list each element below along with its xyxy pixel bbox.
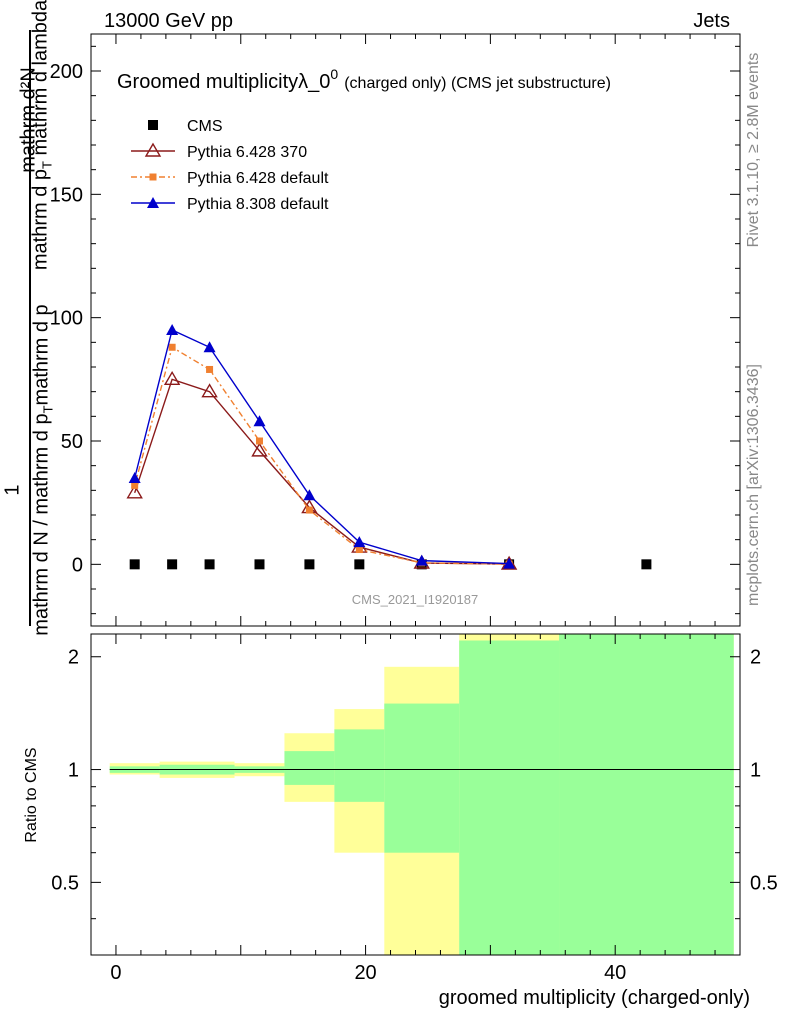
data-point <box>355 546 363 554</box>
data-point <box>163 370 181 386</box>
series-line <box>134 346 510 565</box>
x-tick-label: 0 <box>110 962 121 984</box>
data-point <box>354 559 365 570</box>
data-point <box>304 559 315 570</box>
y-tick-label: 200 <box>50 61 83 83</box>
main-plot-frame: 0 50 100 150 200 <box>50 33 741 627</box>
ratio-y-tick-label-right: 0.5 <box>750 872 778 894</box>
ratio-band-green-3 <box>284 751 335 785</box>
legend-marker <box>144 142 162 157</box>
category-label: Jets <box>693 10 730 32</box>
data-point <box>303 489 316 501</box>
ratio-y-tick-label-right: 1 <box>750 760 761 782</box>
data-point <box>204 559 215 570</box>
data-point <box>126 484 143 499</box>
data-point <box>131 481 139 489</box>
x-tick-label: 40 <box>604 962 626 984</box>
data-point <box>167 559 178 570</box>
data-point <box>128 472 141 483</box>
legend-label: Pythia 6.428 370 <box>187 144 307 161</box>
series-line <box>134 329 510 565</box>
data-point <box>166 324 179 335</box>
ratio-band-green-4 <box>334 729 385 802</box>
ratio-bands <box>109 634 734 955</box>
data-point <box>353 536 366 548</box>
legend-marker <box>149 173 157 181</box>
data-point <box>251 442 268 457</box>
series-2 <box>131 343 513 568</box>
data-point <box>129 559 140 570</box>
y-axis-label-fraction-bar <box>29 30 31 626</box>
data-point <box>206 365 214 373</box>
ratio-band-green-5 <box>384 703 460 853</box>
series-line <box>134 378 510 565</box>
legend-marker <box>148 120 158 130</box>
y-tick-label: 50 <box>61 431 83 453</box>
data-point <box>168 343 176 351</box>
data-point <box>641 559 652 570</box>
legend-label: Pythia 6.428 default <box>187 170 329 187</box>
legend-label: CMS <box>187 118 223 135</box>
data-point <box>415 554 428 566</box>
data-point <box>255 437 263 445</box>
ratio-y-tick-label: 0.5 <box>51 872 79 894</box>
y-tick-label: 0 <box>72 554 83 576</box>
ratio-y-tick-label-right: 2 <box>750 647 761 669</box>
data-point <box>305 506 313 514</box>
data-point <box>203 341 216 353</box>
series-1 <box>126 370 518 570</box>
energy-label: 13000 GeV pp <box>104 10 233 32</box>
y-tick-label: 100 <box>50 308 83 330</box>
ratio-y-tick-label: 2 <box>68 647 79 669</box>
data-point <box>201 383 218 398</box>
analysis-watermark: CMS_2021_I1920187 <box>352 592 479 607</box>
data-point <box>503 557 516 569</box>
legend: CMS Pythia 6.428 370 Pythia 6.428 default P… <box>131 118 329 213</box>
y-tick-label: 150 <box>50 184 83 206</box>
series-3 <box>128 324 516 569</box>
main-series <box>126 324 652 570</box>
ratio-band-green-6 <box>459 640 560 955</box>
legend-label: Pythia 8.308 default <box>187 196 329 213</box>
series-0 <box>129 559 652 570</box>
ratio-y-tick-label: 1 <box>68 760 79 782</box>
data-point <box>254 559 265 570</box>
legend-marker <box>147 197 159 208</box>
ratio-plot-frame: 0 20 40 0.5 0.5 1 1 2 2 <box>51 633 778 984</box>
data-point <box>253 415 266 427</box>
x-tick-label: 20 <box>354 962 376 984</box>
y-axis-label-main: mathrm d²N 1 mathrm d pT mathrm d lambda… <box>2 0 56 636</box>
ratio-band-green-7 <box>559 634 734 955</box>
chart-title: Groomed multiplicityλ_00(charged only) (… <box>117 66 611 93</box>
x-axis-label: groomed multiplicity (charged-only) <box>438 987 750 1009</box>
